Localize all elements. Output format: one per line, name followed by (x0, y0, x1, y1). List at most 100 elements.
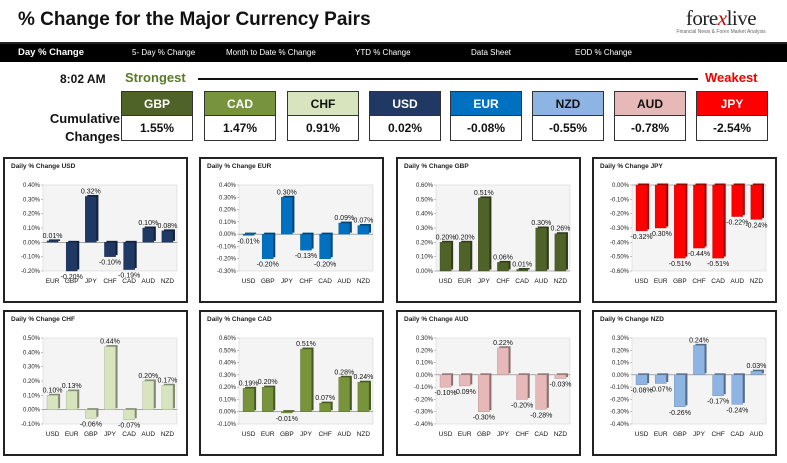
x-tick-label: CAD (122, 431, 136, 438)
chart-panel-usd: Daily % Change USD -0.20% -0.10% 0.00% 0.10… (3, 157, 188, 303)
currency-box-chf: CHF 0.91% (287, 91, 359, 141)
currency-code: NZD (533, 92, 603, 116)
y-tick-label: -0.20% (610, 397, 630, 403)
y-tick-label: 0.30% (23, 197, 41, 203)
data-label: -0.01% (276, 416, 298, 423)
cumulative-label-line2: Changes (65, 129, 120, 144)
x-tick-label: CAD (711, 278, 725, 285)
data-label: -0.09% (454, 389, 476, 396)
data-label: 0.28% (334, 369, 354, 376)
data-label: -0.26% (669, 410, 691, 417)
bar (458, 374, 471, 387)
x-tick-label: CHF (711, 431, 724, 438)
chart-panel-nzd: Daily % Change NZD -0.40% -0.30% -0.20% -0.… (592, 310, 777, 456)
data-label: -0.51% (707, 261, 729, 268)
bar (535, 227, 548, 272)
bar (712, 374, 724, 396)
tab-5-day-change[interactable]: 5- Day % Change (132, 48, 196, 57)
x-tick-label: CHF (515, 431, 528, 438)
data-label: -0.28% (530, 412, 552, 419)
bar (281, 411, 293, 414)
logo-text-x: x (717, 6, 727, 30)
data-label: 0.24% (689, 337, 709, 344)
data-label: 0.01% (512, 262, 532, 269)
bar-shadow (245, 232, 257, 234)
x-tick-label: USD (242, 431, 256, 438)
currency-value: 1.47% (205, 116, 275, 140)
bar (554, 374, 567, 379)
currency-code: AUD (615, 92, 685, 116)
x-tick-label: JPY (693, 431, 706, 438)
currency-code: CHF (288, 92, 358, 116)
y-tick-label: -0.40% (610, 422, 630, 428)
data-label: 0.20% (455, 234, 475, 241)
tab-eod-change[interactable]: EOD % Change (575, 48, 632, 57)
y-tick-label: 0.40% (23, 183, 41, 189)
currency-box-usd: USD 0.02% (369, 91, 441, 141)
bar (357, 382, 370, 412)
y-tick-label: 0.10% (23, 393, 41, 399)
tab-month-to-date-change[interactable]: Month to Date % Change (226, 48, 316, 57)
data-label: 0.26% (550, 226, 570, 233)
data-label: -0.24% (726, 407, 748, 414)
data-label: 0.09% (334, 215, 354, 222)
bar (439, 242, 452, 272)
currency-box-gbp: GBP 1.55% (121, 91, 193, 141)
x-tick-label: CHF (299, 278, 312, 285)
data-label: 0.07% (353, 218, 373, 225)
tab-data-sheet[interactable]: Data Sheet (471, 48, 512, 57)
bar (142, 380, 155, 410)
currency-code: CAD (205, 92, 275, 116)
x-tick-label: EUR (458, 278, 472, 285)
bar (750, 184, 763, 220)
weakest-label: Weakest (705, 70, 758, 85)
currency-box-eur: EUR -0.08% (450, 91, 522, 141)
y-tick-label: -0.10% (610, 197, 630, 203)
bar (319, 233, 331, 259)
bar (693, 345, 705, 376)
bar (123, 242, 135, 270)
y-tick-label: 0.20% (416, 348, 434, 354)
y-tick-label: 0.50% (416, 197, 434, 203)
bar (242, 233, 255, 236)
bar (46, 395, 59, 410)
x-tick-label: USD (46, 431, 60, 438)
header: % Change for the Major Currency Pairs fo… (0, 0, 787, 44)
chart-title: Daily % Change NZD (600, 316, 664, 323)
x-tick-label: NZD (554, 278, 568, 285)
y-tick-label: 0.10% (612, 361, 630, 367)
y-tick-label: 0.10% (23, 226, 41, 232)
chart-title: Daily % Change EUR (207, 163, 272, 170)
currency-value: 0.91% (288, 116, 358, 140)
chart-panel-jpy: Daily % Change JPY -0.60% -0.50% -0.40% -0.… (592, 157, 777, 303)
forexlive-logo[interactable]: forexlive Financial News & Forex Market … (671, 6, 771, 38)
data-label: 0.10% (138, 220, 158, 227)
bar (458, 242, 471, 272)
data-label: -0.20% (257, 262, 279, 269)
currency-box-aud: AUD -0.78% (614, 91, 686, 141)
y-tick-label: 0.20% (219, 208, 237, 214)
y-tick-label: 0.30% (416, 226, 434, 232)
strength-scale-line (198, 78, 698, 80)
y-tick-label: -0.10% (21, 422, 41, 428)
data-label: -0.10% (434, 390, 456, 397)
bar (654, 374, 667, 384)
x-tick-label: CAD (534, 431, 548, 438)
tab-day-change[interactable]: Day % Change (18, 47, 84, 58)
x-tick-label: USD (242, 278, 256, 285)
data-label: -0.24% (745, 222, 767, 229)
x-tick-label: CAD (122, 278, 136, 285)
chart-panel-gbp: Daily % Change GBP 0.00% 0.10% 0.20% 0.30% 0… (396, 157, 581, 303)
x-tick-label: CHF (318, 431, 331, 438)
bar (516, 374, 528, 400)
data-label: 0.51% (296, 341, 316, 348)
data-label: 0.19% (239, 380, 259, 387)
y-tick-label: 0.00% (416, 269, 434, 275)
tab-ytd-change[interactable]: YTD % Change (355, 48, 411, 57)
data-label: 0.03% (746, 363, 766, 370)
bar (478, 374, 490, 412)
bar (65, 242, 78, 272)
x-tick-label: AUD (141, 278, 155, 285)
data-label: 0.22% (493, 340, 513, 347)
currency-code: EUR (451, 92, 521, 116)
